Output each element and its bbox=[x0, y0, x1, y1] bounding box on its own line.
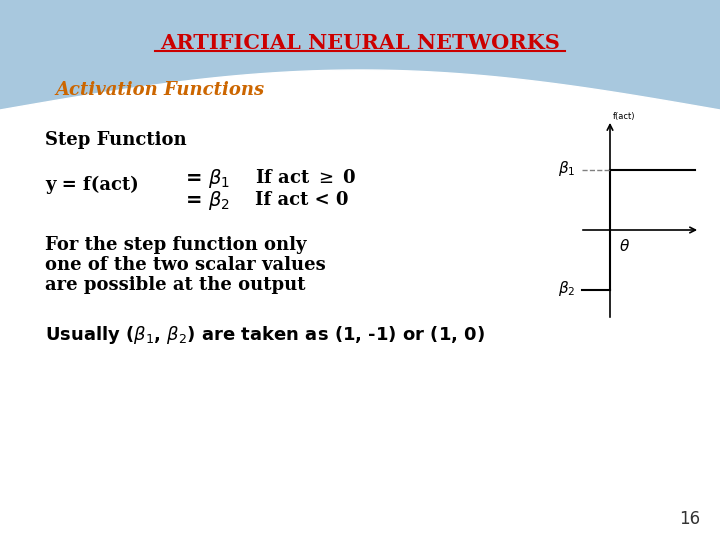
Text: y = f(act): y = f(act) bbox=[45, 176, 139, 194]
Text: If act $\geq$ 0: If act $\geq$ 0 bbox=[255, 169, 356, 187]
Bar bbox=[0, 110, 720, 540]
Text: Step Function: Step Function bbox=[45, 131, 186, 149]
Text: = $\beta_1$: = $\beta_1$ bbox=[185, 166, 230, 190]
Text: $\beta_2$: $\beta_2$ bbox=[557, 279, 575, 298]
Text: one of the two scalar values: one of the two scalar values bbox=[45, 256, 325, 274]
Text: $\beta_1$: $\beta_1$ bbox=[557, 159, 575, 178]
Text: ARTIFICIAL NEURAL NETWORKS: ARTIFICIAL NEURAL NETWORKS bbox=[160, 33, 560, 53]
Text: For the step function only: For the step function only bbox=[45, 236, 307, 254]
Bar bbox=[0, 0, 720, 80]
Text: f(act): f(act) bbox=[613, 112, 636, 122]
Text: If act < 0: If act < 0 bbox=[255, 191, 348, 209]
Text: 16: 16 bbox=[679, 510, 700, 528]
Text: are possible at the output: are possible at the output bbox=[45, 276, 305, 294]
Text: = $\beta_2$: = $\beta_2$ bbox=[185, 188, 230, 212]
Polygon shape bbox=[0, 0, 720, 110]
Text: Activation Functions: Activation Functions bbox=[55, 81, 264, 99]
Text: $\theta$: $\theta$ bbox=[619, 238, 631, 254]
Polygon shape bbox=[0, 70, 720, 540]
Text: Usually ($\beta_1$, $\beta_2$) are taken as (1, -1) or (1, 0): Usually ($\beta_1$, $\beta_2$) are taken… bbox=[45, 324, 485, 346]
